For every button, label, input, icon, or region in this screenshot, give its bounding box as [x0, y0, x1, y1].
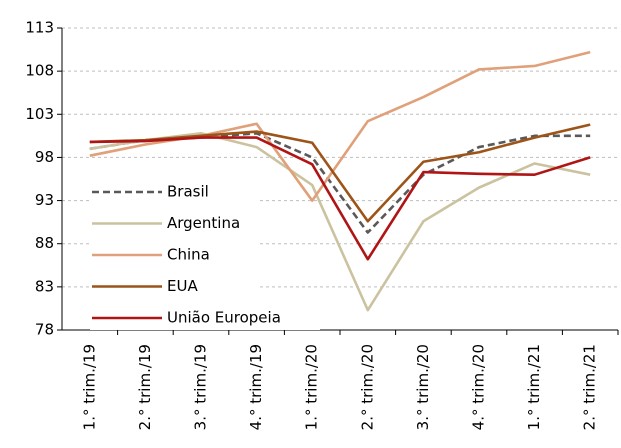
legend-label: Argentina — [167, 214, 240, 232]
legend-label: Brasil — [167, 183, 209, 201]
x-tick-label: 2.° trim./20 — [358, 344, 376, 430]
legend-label: EUA — [167, 277, 198, 295]
x-tick-label: 4.° trim./20 — [470, 344, 488, 430]
x-tick-label: 1.° trim./21 — [525, 344, 543, 430]
y-tick-label: 83 — [35, 277, 54, 295]
y-tick-label: 78 — [35, 321, 54, 339]
x-tick-label: 1.° trim./20 — [303, 344, 321, 430]
y-tick-label: 103 — [25, 105, 54, 123]
x-tick-label: 4.° trim./19 — [247, 344, 265, 430]
series-line — [89, 136, 591, 261]
y-tick-label: 93 — [35, 191, 54, 209]
y-tick-label: 98 — [35, 148, 54, 166]
legend-label: China — [167, 246, 210, 264]
x-tick-label: 3.° trim./19 — [192, 344, 210, 430]
legend-label: União Europeia — [167, 309, 281, 327]
x-tick-label: 2.° trim./21 — [581, 344, 599, 430]
y-tick-label: 108 — [25, 62, 54, 80]
y-tick-label: 113 — [25, 19, 54, 37]
y-tick-label: 88 — [35, 234, 54, 252]
series-line — [89, 131, 591, 234]
x-tick-label: 1.° trim./19 — [80, 344, 98, 430]
x-tick-label: 3.° trim./20 — [414, 344, 432, 430]
x-tick-label: 2.° trim./19 — [136, 344, 154, 430]
series-line — [89, 50, 591, 202]
